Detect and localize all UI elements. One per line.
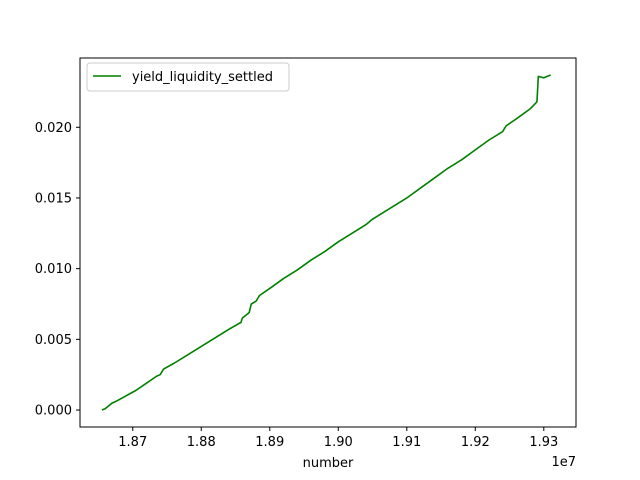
x-axis-ticks: 1.87 1.88 1.89 1.90 1.91 1.92 1.93 <box>118 427 558 450</box>
plot-frame <box>79 57 577 428</box>
y-tick-label: 0.000 <box>35 404 72 419</box>
x-tick-label: 1.91 <box>392 435 421 450</box>
y-tick-label: 0.005 <box>35 333 72 348</box>
series-line-yield-liquidity-settled <box>101 74 551 411</box>
y-tick-label: 0.015 <box>35 191 72 206</box>
x-axis-offset-label: 1e7 <box>551 455 576 470</box>
y-tick-label: 0.010 <box>35 262 72 277</box>
x-tick-label: 1.88 <box>187 435 216 450</box>
legend-entry-label: yield_liquidity_settled <box>132 70 273 85</box>
x-tick-label: 1.89 <box>255 435 284 450</box>
y-tick-label: 0.020 <box>35 121 72 136</box>
x-tick-label: 1.87 <box>118 435 147 450</box>
x-tick-label: 1.92 <box>461 435 490 450</box>
plot-area <box>80 58 576 427</box>
legend: yield_liquidity_settled <box>86 62 290 92</box>
x-axis-label: number <box>303 456 354 471</box>
legend-box <box>86 62 290 92</box>
series-layer <box>101 74 551 411</box>
x-tick-label: 1.90 <box>324 435 353 450</box>
x-tick-label: 1.93 <box>529 435 558 450</box>
y-axis-ticks: 0.000 0.005 0.010 0.015 0.020 <box>35 121 80 419</box>
